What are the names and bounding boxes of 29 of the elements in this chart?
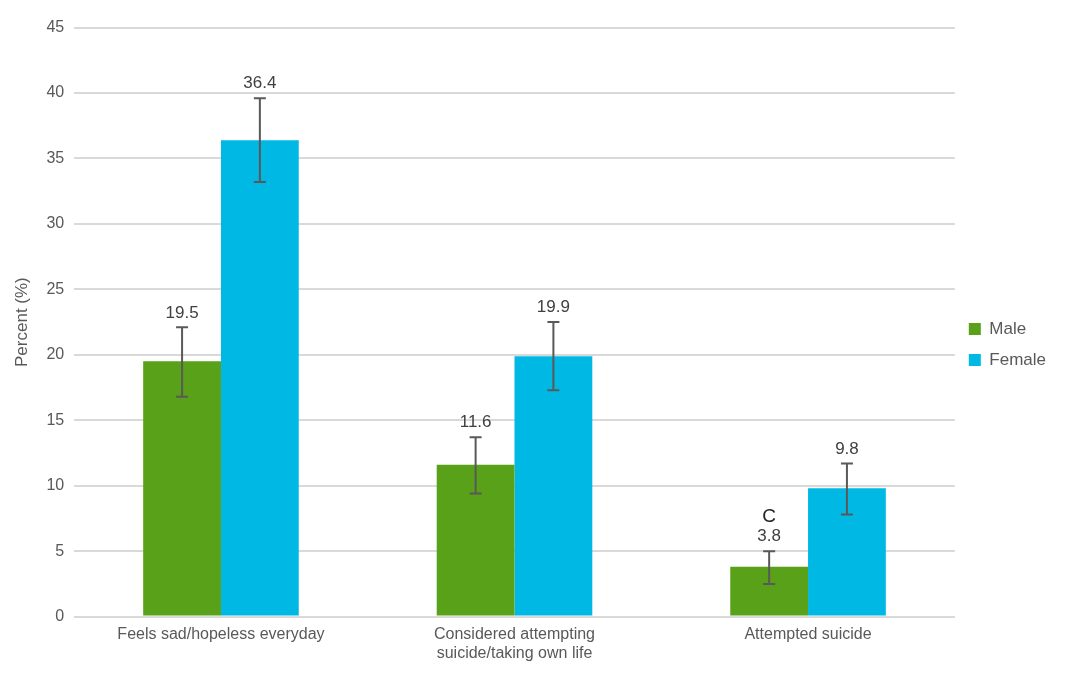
y-tick-label: 40: [46, 83, 65, 101]
y-tick-label: 15: [46, 410, 65, 428]
bar: [514, 356, 593, 616]
bar: [808, 488, 886, 616]
x-tick-label: Attempted suicide: [744, 624, 872, 642]
bar: [730, 566, 809, 616]
data-label: 19.9: [536, 297, 570, 317]
data-label: 36.4: [243, 73, 277, 93]
legend-label: Male: [989, 318, 1027, 338]
y-tick-label: 45: [46, 18, 65, 36]
bar: [220, 140, 299, 616]
annotation: C: [762, 505, 777, 527]
y-tick-label: 25: [46, 279, 65, 297]
y-tick-label: 30: [46, 214, 65, 232]
data-label: 3.8: [757, 526, 781, 546]
y-tick-label: 35: [46, 148, 65, 166]
bar: [143, 361, 221, 616]
legend-label: Female: [989, 349, 1046, 369]
data-label: 19.5: [165, 302, 199, 322]
y-tick-label: 0: [55, 607, 65, 625]
x-tick-label: Considered attempting suicide/taking own life: [434, 624, 595, 661]
y-tick-label: 20: [46, 345, 65, 363]
y-axis-title: Percent (%): [11, 277, 31, 367]
data-label: 9.8: [835, 438, 859, 458]
data-label: 11.6: [459, 412, 492, 432]
bar: [436, 464, 515, 616]
y-tick-label: 10: [46, 476, 65, 494]
y-tick-label: 5: [55, 541, 65, 559]
x-tick-label: Feels sad/hopeless everyday: [117, 624, 325, 642]
